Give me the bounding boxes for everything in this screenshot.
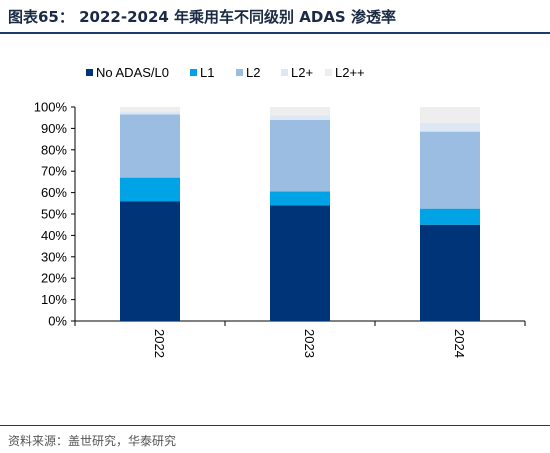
bar-l1-2024 [420,208,480,225]
bar-no-adas-l0-2022 [120,201,180,321]
y-tick-label: 20% [41,271,67,286]
bar-no-adas-l0-2024 [420,224,480,321]
bar-no-adas-l0-2023 [270,205,330,321]
y-tick-label: 0% [48,314,67,329]
legend-swatch [325,69,332,76]
bar-l2--2024 [420,107,480,124]
legend-label: L2 [246,65,260,80]
title-divider [0,32,550,34]
legend-swatch [86,69,93,76]
bar-l1-2023 [270,191,330,206]
y-tick-label: 50% [41,207,67,222]
x-tick-label: 2023 [302,329,317,358]
chart-title: 图表65： 2022-2024 年乘用车不同级别 ADAS 渗透率 [8,8,396,26]
legend-swatch [190,69,197,76]
bar-l2--2022 [120,107,180,112]
y-tick-label: 40% [41,228,67,243]
y-tick-label: 70% [41,164,67,179]
legend-label: L1 [200,65,214,80]
y-tick-label: 90% [41,121,67,136]
bar-l2--2023 [270,115,330,120]
bar-l2--2023 [270,107,330,116]
bar-l1-2022 [120,177,180,202]
y-tick-label: 10% [41,292,67,307]
bar-l2-2024 [420,131,480,209]
stacked-bar-chart: 0% 10% 20% 30% 40% 50% 60% 70% 80% 90% 100% 2022 202… [34,65,526,358]
bar-l2--2024 [420,123,480,132]
y-tick-label: 100% [34,100,68,115]
x-tick-label: 2024 [452,329,467,358]
bar-l2-2023 [270,119,330,192]
bar-l2--2022 [120,111,180,115]
legend-swatch [236,69,243,76]
x-tick-label: 2022 [152,329,167,358]
legend-label: L2+ [291,65,313,80]
legend-swatch [281,69,288,76]
bar-l2-2022 [120,114,180,178]
y-tick-label: 30% [41,249,67,264]
legend-label: L2++ [335,65,365,80]
legend-label: No ADAS/L0 [96,65,169,80]
source-note: 资料来源：盖世研究，华泰研究 [8,434,177,448]
y-tick-label: 80% [41,142,67,157]
footer-divider [0,425,550,426]
y-tick-label: 60% [41,185,67,200]
